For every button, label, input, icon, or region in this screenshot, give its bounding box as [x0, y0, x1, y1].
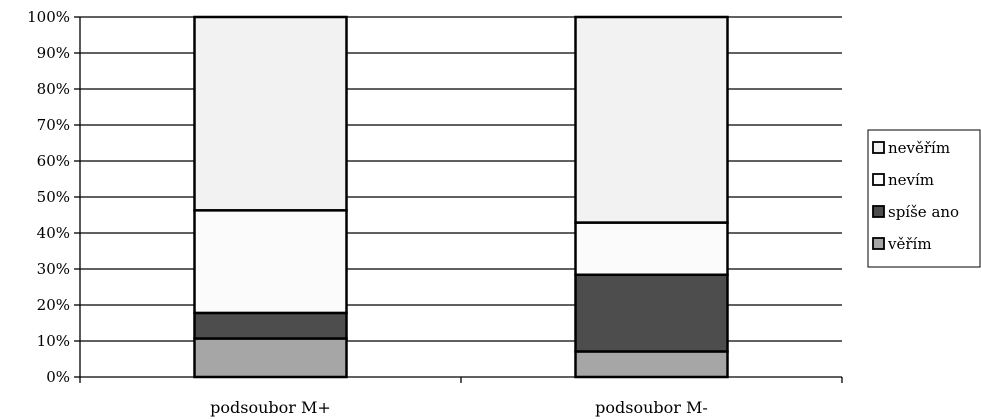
bar-segment-3	[574, 15, 729, 224]
bar-segment-1	[574, 273, 729, 353]
x-tick-labels: podsoubor M+ podsoubor M-	[210, 398, 708, 417]
y-tick-label: 60%	[37, 152, 70, 170]
legend: nevěřím nevím spíše ano věřím	[867, 129, 981, 268]
bar-segment-0	[574, 350, 729, 379]
legend-swatch	[872, 237, 885, 250]
legend-label: nevím	[888, 171, 934, 189]
legend-box	[867, 129, 981, 268]
bars	[193, 15, 729, 379]
legend-label: nevěřím	[888, 139, 950, 157]
bar-segment-2	[193, 209, 348, 315]
legend-swatch	[872, 141, 885, 154]
legend-swatch	[872, 173, 885, 186]
legend-label: věřím	[887, 235, 932, 253]
y-tick-label: 30%	[37, 260, 70, 278]
y-tick-label: 50%	[37, 188, 70, 206]
y-tick-label: 90%	[37, 44, 70, 62]
y-tick-label: 10%	[37, 332, 70, 350]
bar-segment-2	[574, 221, 729, 277]
x-tick-label: podsoubor M-	[595, 398, 708, 417]
y-tick-label: 100%	[27, 8, 70, 26]
legend-swatch	[872, 205, 885, 218]
bar-segment-3	[193, 15, 348, 212]
y-tick-label: 80%	[37, 80, 70, 98]
x-tick-label: podsoubor M+	[210, 398, 331, 417]
legend-label: spíše ano	[888, 203, 959, 221]
y-tick-label: 20%	[37, 296, 70, 314]
y-tick-label: 0%	[46, 368, 70, 386]
bar-segment-0	[193, 337, 348, 379]
y-tick-labels: 0% 10% 20% 30% 40% 50% 60% 70% 80% 90% 100%	[27, 8, 70, 386]
bar-segment-1	[193, 311, 348, 340]
y-tick-label: 40%	[37, 224, 70, 242]
y-tick-label: 70%	[37, 116, 70, 134]
axes	[74, 16, 843, 383]
